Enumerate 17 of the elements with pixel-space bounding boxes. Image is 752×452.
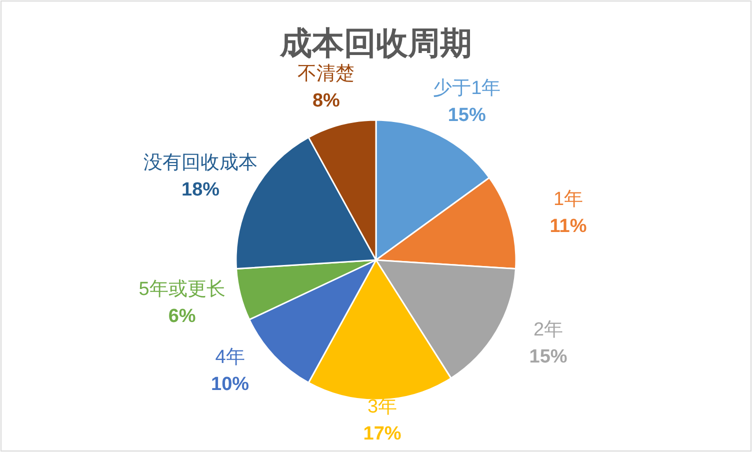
data-label: 15% — [529, 346, 568, 368]
slice-label: 不清楚 — [298, 64, 355, 85]
data-label: 18% — [182, 179, 220, 200]
slice-label: 5年或更长 — [138, 278, 226, 300]
data-label: 6% — [168, 306, 196, 327]
slice-label: 2年 — [534, 320, 564, 341]
slice-label: 4年 — [215, 347, 245, 368]
data-label: 15% — [448, 104, 486, 126]
data-label: 8% — [312, 90, 340, 112]
data-label: 17% — [363, 423, 402, 444]
data-label: 11% — [550, 216, 587, 238]
slice-label: 3年 — [368, 396, 398, 418]
data-label: 10% — [211, 374, 250, 396]
slice-label: 没有回收成本 — [144, 152, 258, 174]
slice-label: 1年 — [553, 189, 584, 210]
chart-title: 成本回收周期 — [279, 25, 472, 61]
slice-label: 少于1年 — [433, 78, 501, 99]
